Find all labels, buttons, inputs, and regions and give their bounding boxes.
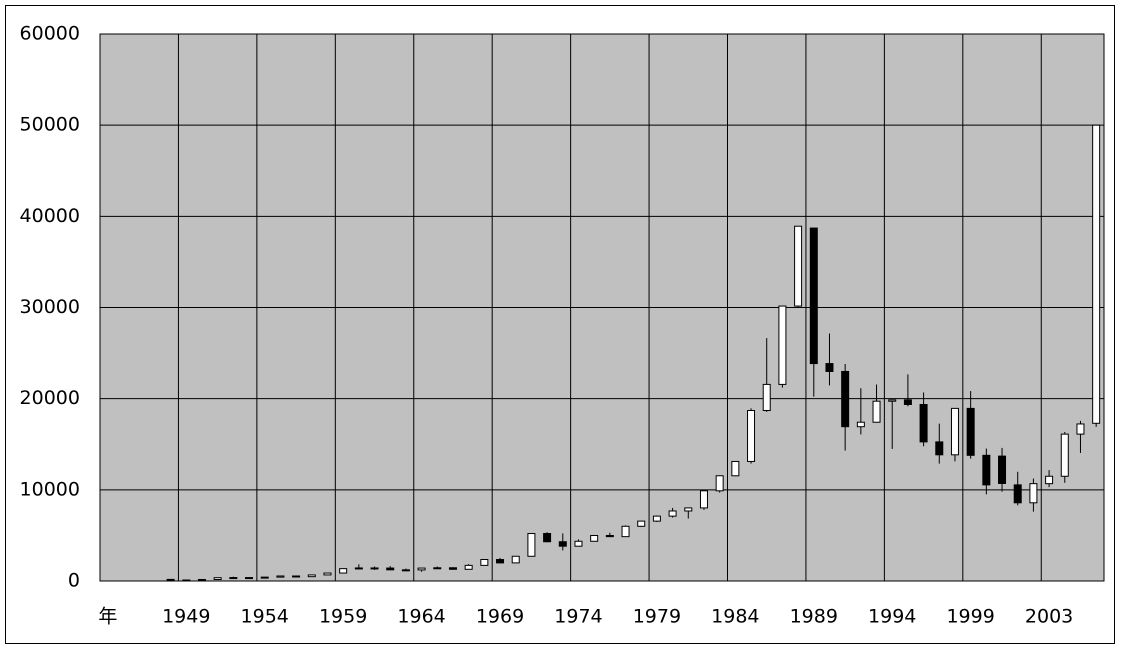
candle-body <box>448 567 457 570</box>
candle-body <box>1029 483 1038 504</box>
plot-border <box>99 33 1105 582</box>
x-tick-label: 2003 <box>1025 606 1073 628</box>
candle-body <box>558 541 567 547</box>
x-tick-label: 1954 <box>241 606 289 628</box>
candle-body <box>543 533 552 543</box>
candle-body <box>401 569 410 572</box>
candle-body <box>370 567 379 570</box>
x-tick-label: 1989 <box>790 606 838 628</box>
candle-body <box>213 577 222 580</box>
candle-body <box>433 567 442 570</box>
candle-body <box>668 510 677 517</box>
candle-body <box>684 507 693 512</box>
x-tick-label: 1974 <box>554 606 602 628</box>
candle-body <box>417 567 426 571</box>
candle-body <box>605 535 614 538</box>
candle-body <box>1092 124 1101 424</box>
y-tick-label: 50000 <box>20 114 80 136</box>
x-tick-label: 1984 <box>711 606 759 628</box>
candle-body <box>778 305 787 385</box>
candle-body <box>1045 475 1054 485</box>
candle-body <box>1076 423 1085 435</box>
candle-body <box>731 460 740 477</box>
candle-body <box>511 555 520 564</box>
x-tick-label: 年 <box>98 606 117 628</box>
candle-body <box>1060 433 1069 477</box>
candle-body <box>998 455 1007 484</box>
candle-body <box>888 399 897 402</box>
candle-body <box>292 575 301 578</box>
candle-body <box>935 441 944 456</box>
y-tick-label: 40000 <box>20 205 80 227</box>
candle-body <box>637 520 646 527</box>
x-tick-label: 1994 <box>868 606 916 628</box>
candle-body <box>856 421 865 428</box>
candle-body <box>260 576 269 579</box>
x-tick-label: 1964 <box>397 606 445 628</box>
x-tick-label: 1969 <box>476 606 524 628</box>
y-tick-label: 20000 <box>20 387 80 409</box>
candle-body <box>276 575 285 578</box>
candle-body <box>590 535 599 542</box>
candle-body <box>480 559 489 566</box>
candle-body <box>715 475 724 492</box>
candle-body <box>339 568 348 574</box>
candle-body <box>762 383 771 412</box>
candle-body <box>323 572 332 576</box>
candle-body <box>621 525 630 538</box>
candle-body <box>699 490 708 509</box>
candle-body <box>825 363 834 372</box>
candle-body <box>574 540 583 547</box>
y-tick-label: 0 <box>68 570 80 592</box>
candle-body <box>950 407 959 456</box>
candle-body <box>229 577 238 580</box>
candle-body <box>1013 484 1022 504</box>
candle-body <box>197 578 206 581</box>
candle-body <box>527 533 536 557</box>
candle-body <box>794 225 803 307</box>
candle-body <box>354 567 363 570</box>
candle-body <box>166 578 175 581</box>
x-tick-label: 1949 <box>162 606 210 628</box>
candle-body <box>464 564 473 570</box>
x-tick-label: 1959 <box>319 606 367 628</box>
candle-body <box>245 577 254 580</box>
candle-body <box>386 567 395 571</box>
candle-body <box>919 403 928 443</box>
candle-body <box>182 579 191 582</box>
y-tick-label: 60000 <box>20 23 80 45</box>
candle-body <box>496 559 505 564</box>
y-tick-label: 10000 <box>20 478 80 500</box>
candle-body <box>841 370 850 428</box>
y-tick-label: 30000 <box>20 296 80 318</box>
candle-body <box>903 399 912 405</box>
candle-body <box>872 400 881 423</box>
x-tick-label: 1999 <box>946 606 994 628</box>
candle-body <box>982 454 991 486</box>
candle-body <box>747 410 756 462</box>
candle-body <box>307 574 316 578</box>
candle-body <box>966 407 975 456</box>
candle-body <box>652 515 661 522</box>
candle-body <box>809 227 818 365</box>
x-tick-label: 1979 <box>633 606 681 628</box>
